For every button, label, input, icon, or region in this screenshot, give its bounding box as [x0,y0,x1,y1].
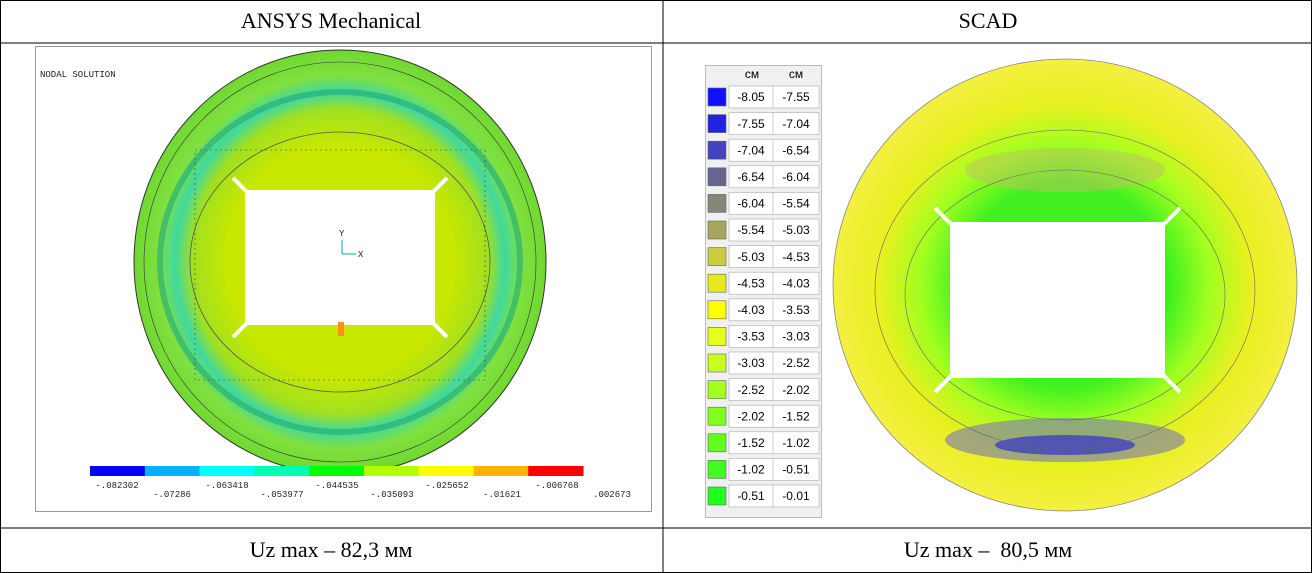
legend-cell [728,112,820,135]
ansys-image: NODAL SOLUTION X Y -.082302 -.07286 -.0634… [35,46,652,512]
legend-cell [728,218,820,242]
legend-swatch [707,300,727,320]
legend-from: -2.52 [737,383,765,397]
legend-to: -2.02 [782,383,810,397]
unit-label: см [789,67,803,81]
legend-swatch [707,460,727,479]
legend-from: -0.51 [737,489,765,503]
header-cell: SCAD [959,8,1018,33]
footer-cell: Uz max – 82,3 мм [250,537,413,562]
legend-swatch [707,380,727,399]
legend-to: -0.01 [782,489,810,503]
legend-cell [728,138,820,162]
legend-from: -8.05 [737,90,765,104]
legend-swatch [707,167,727,187]
legend-label: .002673 [593,490,631,500]
legend-to: -1.52 [782,409,810,423]
unit-label: см [745,67,759,81]
legend-cell [728,165,820,189]
legend-from: -1.02 [737,463,765,477]
legend-cell [728,245,820,268]
legend-cell [728,85,820,109]
legend-cell [728,484,820,508]
legend-to: -3.03 [782,330,810,344]
legend-label: -.044535 [315,481,358,491]
legend-from: -3.53 [737,330,765,344]
legend-to: -6.54 [782,143,810,157]
legend-swatch [707,406,727,426]
legend-swatch [707,486,727,506]
legend-to: -4.03 [782,276,810,290]
legend-cell [728,325,820,348]
legend-swatch [90,466,146,476]
legend-cell [728,298,820,322]
legend-label: -.082302 [95,481,138,491]
legend-from: -4.03 [737,303,765,317]
legend-swatch [707,220,727,240]
legend-swatch [707,114,727,133]
legend-swatch [528,466,584,476]
legend-swatch [473,466,529,476]
legend-swatch [418,466,474,476]
axis-label: X [358,250,364,260]
scad-legend: см см -8.05 -7.55 -7.55 -7.04 -7.04 -6.54 -6.54 -… [707,67,820,508]
legend-cell [728,431,820,455]
legend-cell [728,192,820,215]
legend-label: -.063418 [205,481,248,491]
legend-label: -.025652 [425,481,468,491]
legend-cell [728,378,820,401]
legend-from: -7.04 [737,143,765,157]
legend-swatch [144,466,201,476]
legend-swatch [707,140,727,160]
legend-swatch [254,466,310,476]
legend-to: -5.54 [782,197,810,211]
legend-swatch [707,247,727,266]
legend-swatch [199,466,255,476]
legend-cell [728,351,820,375]
legend-cell [728,458,820,481]
legend-swatch [363,466,420,476]
legend-swatch [707,273,727,293]
legend-swatch [707,327,727,346]
legend-swatch [309,466,365,476]
legend-label: -.07286 [153,490,191,500]
legend-label: -.053977 [260,490,303,500]
legend-swatch [707,433,727,453]
header-cell: ANSYS Mechanical [241,8,421,33]
legend-to: -7.55 [782,90,810,104]
scad-image: см см -8.05 -7.55 -7.55 -7.04 -7.04 -6.54 -6.54 -… [705,58,1298,518]
legend-cell [728,404,820,428]
legend-swatch [707,194,727,213]
legend-label: -.035093 [370,490,413,500]
legend-from: -6.54 [737,170,765,184]
legend-to: -5.03 [782,223,810,237]
legend-from: -5.54 [737,223,765,237]
legend-from: -2.02 [737,409,765,423]
legend-swatch [707,353,727,373]
legend-from: -7.55 [737,117,765,131]
ansys-legend: -.082302 -.07286 -.063418 -.053977 -.044535 -… [90,466,631,500]
legend-to: -0.51 [782,463,810,477]
legend-from: -6.04 [737,197,765,211]
legend-label: -.01621 [483,490,521,500]
legend-from: -4.53 [737,276,765,290]
axis-label: Y [339,229,345,239]
legend-from: -5.03 [737,250,765,264]
legend-swatch [707,87,727,107]
legend-to: -7.04 [782,117,810,131]
legend-to: -6.04 [782,170,810,184]
legend-from: -1.52 [737,436,765,450]
legend-to: -4.53 [782,250,810,264]
legend-to: -2.52 [782,356,810,370]
ansys-title: NODAL SOLUTION [40,70,116,80]
legend-from: -3.03 [737,356,765,370]
legend-cell [728,271,820,295]
legend-to: -3.53 [782,303,810,317]
legend-to: -1.02 [782,436,810,450]
legend-label: -.006768 [535,481,578,491]
footer-cell: Uz max – 80,5 мм [904,537,1072,562]
